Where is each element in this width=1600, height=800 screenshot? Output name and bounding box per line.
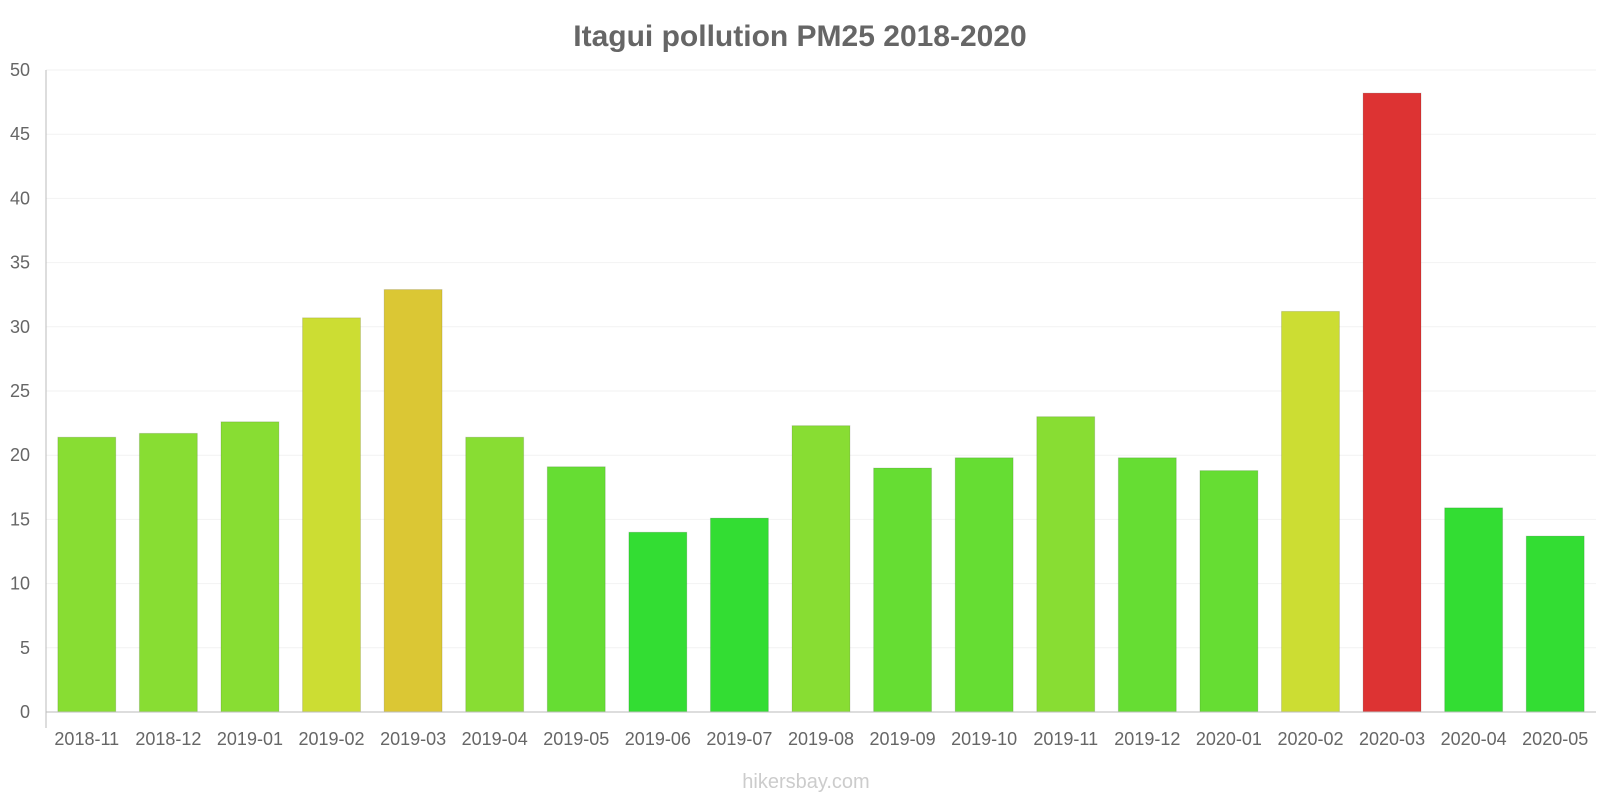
x-tick-label: 2020-05 bbox=[1522, 729, 1588, 749]
bar-2019-10 bbox=[954, 457, 1014, 713]
y-tick-label: 45 bbox=[10, 124, 30, 144]
chart-title: Itagui pollution PM25 2018-2020 bbox=[573, 20, 1026, 53]
x-tick-label: 2020-04 bbox=[1441, 729, 1507, 749]
x-tick-label: 2019-04 bbox=[462, 729, 528, 749]
y-tick-label: 5 bbox=[20, 638, 30, 658]
x-tick-labels: 2018-11 2018-12 2019-01 2019-02 2019-03 2019-… bbox=[54, 729, 1588, 749]
x-tick-label: 2019-08 bbox=[788, 729, 854, 749]
bar-2019-01 bbox=[220, 421, 280, 713]
y-tick-label: 20 bbox=[10, 445, 30, 465]
bar-2020-04 bbox=[1444, 507, 1504, 713]
x-tick-label: 2019-12 bbox=[1114, 729, 1180, 749]
bar-2019-03 bbox=[383, 289, 443, 713]
bar-2020-01 bbox=[1199, 470, 1259, 713]
bar-2019-02 bbox=[302, 317, 361, 713]
bars bbox=[57, 92, 1585, 713]
bar-2019-08 bbox=[791, 425, 851, 713]
bar-2020-05 bbox=[1525, 535, 1585, 713]
y-tick-labels: 0 5 10 15 20 25 30 35 40 45 50 bbox=[10, 60, 30, 722]
x-tick-label: 2019-11 bbox=[1033, 729, 1098, 749]
y-tick-label: 0 bbox=[20, 702, 30, 722]
x-tick-label: 2019-06 bbox=[625, 729, 691, 749]
x-tick-label: 2019-05 bbox=[543, 729, 609, 749]
watermark: hikersbay.com bbox=[742, 771, 869, 793]
axes bbox=[45, 70, 1596, 728]
x-tick-label: 2019-07 bbox=[706, 729, 772, 749]
y-tick-label: 50 bbox=[10, 60, 30, 80]
bar-2019-12 bbox=[1117, 457, 1177, 713]
x-tick-label: 2019-01 bbox=[217, 729, 283, 749]
bar-2019-11 bbox=[1036, 416, 1096, 713]
bar-2019-04 bbox=[465, 436, 525, 713]
x-tick-label: 2020-01 bbox=[1196, 729, 1262, 749]
x-tick-label: 2019-09 bbox=[870, 729, 936, 749]
bar-2018-11 bbox=[57, 436, 117, 713]
y-tick-label: 30 bbox=[10, 317, 30, 337]
bar-2018-12 bbox=[138, 432, 198, 713]
y-tick-label: 25 bbox=[10, 381, 30, 401]
x-tick-label: 2018-12 bbox=[135, 729, 201, 749]
bar-2020-02 bbox=[1281, 310, 1340, 713]
x-tick-label: 2020-03 bbox=[1359, 729, 1425, 749]
y-tick-label: 15 bbox=[10, 509, 30, 529]
x-tick-label: 2019-02 bbox=[298, 729, 364, 749]
x-tick-label: 2018-11 bbox=[54, 729, 119, 749]
y-tick-label: 40 bbox=[10, 188, 30, 208]
bar-2020-03 bbox=[1362, 92, 1422, 713]
x-tick-label: 2019-03 bbox=[380, 729, 446, 749]
bar-2019-05 bbox=[546, 466, 606, 713]
x-tick-label: 2020-02 bbox=[1277, 729, 1343, 749]
y-tick-label: 35 bbox=[10, 253, 30, 273]
bar-2019-07 bbox=[709, 517, 769, 713]
bar-2019-06 bbox=[628, 531, 688, 713]
x-tick-label: 2019-10 bbox=[951, 729, 1017, 749]
y-tick-label: 10 bbox=[10, 574, 30, 594]
bar-2019-09 bbox=[873, 467, 933, 713]
